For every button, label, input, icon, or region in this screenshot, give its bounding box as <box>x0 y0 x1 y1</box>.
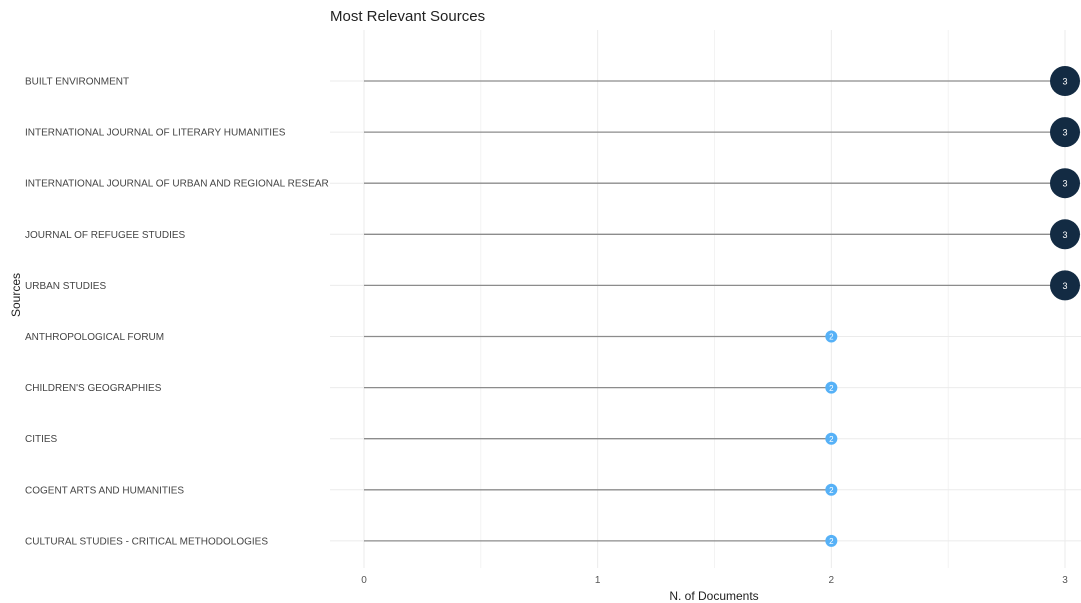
dot-value-label: 2 <box>829 333 834 342</box>
dot-value-label: 3 <box>1062 281 1067 291</box>
dots: 3 3 3 3 3 2 2 2 2 2 <box>825 66 1080 547</box>
lollipop-dot <box>1050 66 1080 96</box>
lollipop-dot <box>825 534 838 547</box>
dot-value-label: 2 <box>829 537 834 546</box>
x-axis-title: N. of Documents <box>669 589 758 603</box>
y-tick-label: URBAN STUDIES <box>25 281 106 292</box>
y-tick-label: COGENT ARTS AND HUMANITIES <box>25 485 184 496</box>
dot-value-label: 3 <box>1062 230 1067 240</box>
chart-title: Most Relevant Sources <box>330 8 485 25</box>
y-tick-label: CULTURAL STUDIES - CRITICAL METHODOLOGIE… <box>25 536 268 547</box>
dot-value-label: 3 <box>1062 128 1067 138</box>
lollipop-dot <box>825 432 838 445</box>
y-tick-label: CITIES <box>25 434 58 445</box>
dot-value-label: 2 <box>829 486 834 495</box>
y-tick-label: INTERNATIONAL JOURNAL OF URBAN AND REGIO… <box>25 179 329 190</box>
dot-value-label: 3 <box>1062 77 1067 87</box>
lollipop-dot <box>825 330 838 343</box>
y-tick-labels: BUILT ENVIRONMENT INTERNATIONAL JOURNAL O… <box>25 77 329 548</box>
lollipop-dot <box>1050 219 1080 250</box>
dot-value-label: 3 <box>1062 179 1067 189</box>
dot-value-label: 2 <box>829 435 834 444</box>
lollipop-dot <box>1050 270 1080 301</box>
y-tick-label: INTERNATIONAL JOURNAL OF LITERARY HUMANI… <box>25 128 286 139</box>
x-tick-label: 3 <box>1062 575 1068 586</box>
lollipop-dot <box>825 381 838 394</box>
stems <box>364 80 1065 542</box>
x-tick-label: 0 <box>361 575 367 586</box>
lollipop-dot <box>825 483 838 496</box>
lollipop-dot <box>1050 117 1080 148</box>
grid <box>330 30 1081 568</box>
x-tick-label: 2 <box>829 575 835 586</box>
y-axis-title: Sources <box>9 273 23 317</box>
dot-value-label: 2 <box>829 384 834 393</box>
y-tick-label: CHILDREN'S GEOGRAPHIES <box>25 383 162 394</box>
y-tick-label: JOURNAL OF REFUGEE STUDIES <box>25 230 186 241</box>
y-tick-label: BUILT ENVIRONMENT <box>25 77 129 88</box>
lollipop-dot <box>1050 168 1080 199</box>
y-tick-label: ANTHROPOLOGICAL FORUM <box>25 332 164 343</box>
x-tick-labels: 0 1 2 3 <box>361 575 1068 586</box>
x-tick-label: 1 <box>595 575 601 586</box>
